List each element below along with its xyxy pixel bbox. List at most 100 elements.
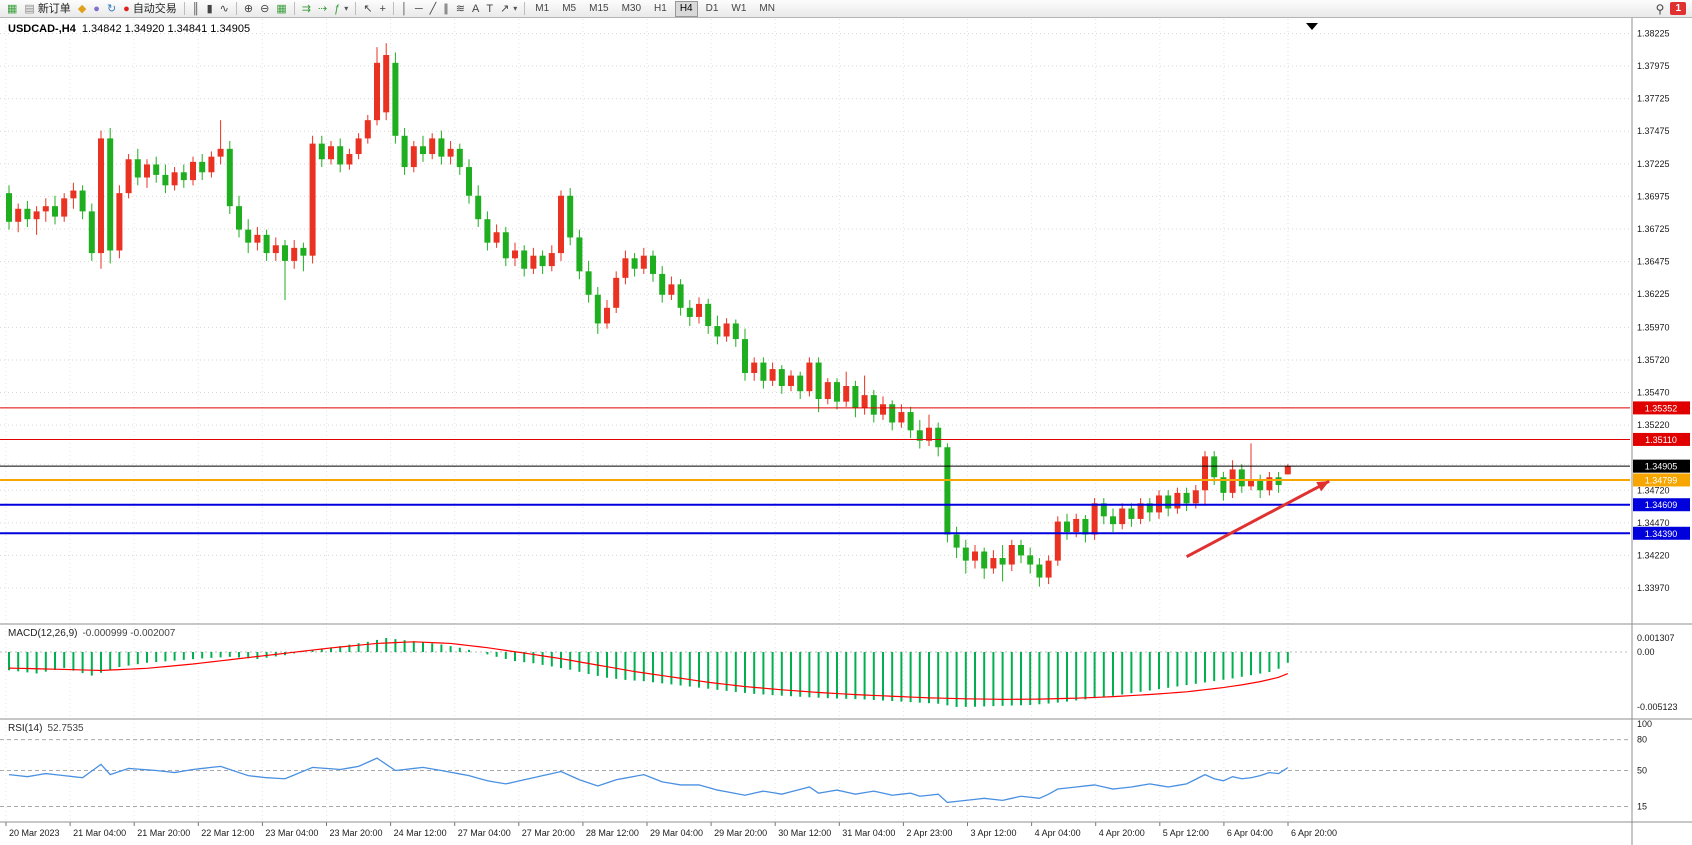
candle-body: [171, 172, 178, 186]
candle-body: [337, 146, 344, 165]
toolbar-right-group: ⚲ 1: [1656, 2, 1688, 16]
candle-body: [420, 146, 426, 155]
chart-shift-icon: ⇢: [317, 2, 328, 15]
candle-body: [567, 195, 574, 238]
zoom-in-button[interactable]: ⊕: [241, 1, 256, 17]
candle-body: [806, 362, 813, 392]
price-badge-label: 1.35352: [1645, 403, 1678, 413]
gridlines: [0, 19, 1630, 822]
autotrading-button-label: 自动交易: [132, 2, 177, 15]
time-label: 21 Mar 20:00: [137, 828, 190, 838]
candle-body: [1082, 518, 1089, 535]
candle-body: [153, 164, 160, 175]
price-tick-label: 1.34720: [1637, 485, 1670, 495]
text-button[interactable]: A: [469, 1, 482, 17]
label-button[interactable]: T: [483, 1, 496, 17]
candle-body: [1165, 495, 1172, 509]
line-chart-button[interactable]: ∿: [217, 1, 232, 17]
macd-signal-line: [8, 641, 1289, 700]
search-icon[interactable]: ⚲: [1655, 1, 1665, 16]
rsi-panel: [0, 739, 1630, 808]
timeframe-d1-button[interactable]: D1: [705, 2, 719, 14]
vertical-line-button[interactable]: │: [398, 1, 411, 17]
timeframe-m15-button[interactable]: M15: [589, 2, 609, 14]
timeframe-h1-button[interactable]: H1: [654, 2, 667, 14]
candlestick-chart-button[interactable]: ▮: [204, 1, 216, 17]
candle-body: [1036, 564, 1043, 578]
time-label: 6 Apr 20:00: [1291, 828, 1337, 838]
toolbar-separator: [392, 2, 394, 15]
candle-body: [355, 138, 362, 155]
candle-body: [576, 237, 583, 272]
equidistant-channel-button[interactable]: ∥: [440, 1, 452, 17]
timeframe-h4-button[interactable]: H4: [674, 0, 698, 17]
fibonacci-button[interactable]: ≋: [453, 1, 468, 17]
candle-body: [732, 323, 739, 340]
time-label: 6 Apr 04:00: [1227, 828, 1273, 838]
notification-badge[interactable]: 1: [1670, 2, 1686, 15]
candle-body: [999, 558, 1006, 565]
bar-chart-button[interactable]: ║: [189, 1, 203, 17]
time-label: 24 Mar 12:00: [394, 828, 447, 838]
candle-body: [1119, 508, 1126, 525]
candle-body: [199, 161, 206, 173]
autotrading-button[interactable]: ● 自动交易: [120, 1, 180, 17]
time-label: 31 Mar 04:00: [842, 828, 895, 838]
macd-axis-label: 0.001307: [1637, 633, 1675, 643]
candle-body: [15, 208, 22, 222]
indicators-button[interactable]: ƒ ▾: [331, 1, 351, 17]
refresh-button[interactable]: ↻: [104, 1, 119, 17]
candle-body: [88, 211, 95, 254]
candle-body: [640, 255, 647, 269]
timeframe-mn-button[interactable]: MN: [759, 2, 775, 14]
price-tick-label: 1.34470: [1637, 518, 1670, 528]
auto-scroll-icon: ⇉: [301, 2, 311, 15]
candle-body: [466, 167, 472, 196]
time-label: 30 Mar 12:00: [778, 828, 831, 838]
time-label: 23 Mar 20:00: [330, 828, 383, 838]
trend-arrow[interactable]: [1185, 479, 1330, 559]
candle-body: [889, 404, 896, 423]
price-tick-label: 1.34220: [1637, 550, 1670, 560]
candle-body: [456, 148, 463, 168]
candle-body: [1284, 466, 1291, 475]
trend-arrow-head: [1316, 481, 1330, 492]
candle-body: [254, 234, 261, 243]
candle-body: [1220, 477, 1227, 493]
new-chart-button[interactable]: ▦: [4, 1, 20, 17]
candle-body: [245, 229, 252, 243]
timeframe-m1-button[interactable]: M1: [535, 2, 550, 14]
equidistant-channel-icon: ∥: [443, 2, 449, 15]
price-axis[interactable]: 1.38225 1.37975 1.37725 1.37475 1.37225 1.369…: [1633, 29, 1690, 812]
candle-body: [328, 146, 334, 160]
candle-body: [502, 232, 509, 259]
compass-button[interactable]: ◆: [75, 1, 89, 17]
candle-body: [392, 62, 399, 136]
market-watch-button[interactable]: ●: [90, 1, 103, 17]
tile-windows-button[interactable]: ▦: [273, 1, 289, 17]
horizontal-line-button[interactable]: ─: [412, 1, 426, 17]
trendline-button[interactable]: ╱: [427, 1, 440, 17]
timeframe-m5-button[interactable]: M5: [562, 2, 577, 14]
time-label: 21 Mar 04:00: [73, 828, 126, 838]
scroll-end-marker[interactable]: [1306, 23, 1318, 30]
new-order-button[interactable]: ▤ 新订单: [21, 1, 73, 17]
rsi-axis-label: 80: [1637, 735, 1647, 745]
candle-body: [981, 551, 988, 569]
crosshair-button[interactable]: +: [377, 1, 389, 17]
candle-body: [1248, 479, 1254, 487]
candle-body: [52, 206, 58, 217]
candle-body: [1045, 560, 1052, 578]
timeframe-m30-button[interactable]: M30: [621, 2, 642, 14]
zoom-out-button[interactable]: ⊖: [257, 1, 272, 17]
candle-body: [125, 159, 132, 194]
cursor-button[interactable]: ↖: [360, 1, 375, 17]
label-icon: T: [486, 2, 494, 15]
auto-scroll-button[interactable]: ⇉: [299, 1, 314, 17]
text-icon: A: [471, 2, 480, 15]
arrows-button[interactable]: ↗ ▾: [497, 1, 520, 17]
timeframe-w1-button[interactable]: W1: [731, 2, 747, 14]
time-axis[interactable]: 20 Mar 2023 21 Mar 04:00 21 Mar 20:00 22 Ma…: [5, 822, 1337, 838]
chart-shift-button[interactable]: ⇢: [315, 1, 330, 17]
